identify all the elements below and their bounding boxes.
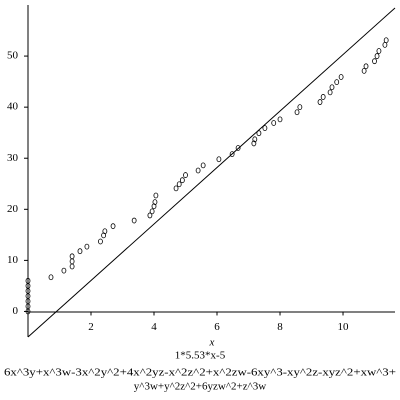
point bbox=[183, 172, 188, 178]
y-tick-label: 10 bbox=[7, 254, 19, 266]
point bbox=[294, 109, 300, 116]
point bbox=[102, 228, 108, 235]
point bbox=[361, 67, 367, 74]
point bbox=[376, 48, 382, 54]
point bbox=[251, 140, 257, 147]
point bbox=[195, 167, 201, 174]
point bbox=[69, 258, 75, 265]
point bbox=[69, 263, 75, 270]
y-tick-label: 20 bbox=[7, 203, 19, 215]
point bbox=[383, 37, 389, 44]
x-tick-label: 6 bbox=[214, 321, 220, 333]
x-tick-label: 10 bbox=[338, 321, 350, 333]
point bbox=[151, 203, 157, 210]
point bbox=[297, 104, 303, 111]
x-tick-label: 8 bbox=[277, 321, 283, 333]
point bbox=[317, 99, 323, 105]
point bbox=[69, 253, 75, 260]
caption: 6x^3y+x^3w-3x^2y^2+4x^2yz-x^2z^2+x^2zw-6… bbox=[4, 367, 396, 379]
point bbox=[363, 63, 369, 70]
point bbox=[271, 120, 277, 126]
point bbox=[147, 212, 153, 219]
point bbox=[176, 181, 182, 188]
point bbox=[235, 145, 241, 151]
x-tick-label: 2 bbox=[88, 321, 94, 333]
point bbox=[338, 74, 344, 80]
fit-line bbox=[27, 7, 396, 338]
point bbox=[84, 243, 90, 250]
point bbox=[77, 248, 83, 255]
point bbox=[334, 79, 340, 86]
point bbox=[277, 116, 283, 123]
point bbox=[262, 125, 268, 131]
point bbox=[256, 130, 262, 137]
point bbox=[216, 156, 222, 163]
point bbox=[131, 217, 137, 224]
point bbox=[149, 208, 155, 215]
point bbox=[320, 94, 326, 100]
point bbox=[48, 274, 54, 281]
y-tick-label: 30 bbox=[7, 152, 19, 164]
x-tick-label: 4 bbox=[151, 321, 157, 333]
y-tick-label: 0 bbox=[13, 305, 19, 317]
point bbox=[110, 223, 116, 230]
y-tick-label: 50 bbox=[7, 50, 19, 62]
point bbox=[152, 199, 158, 206]
point bbox=[329, 84, 335, 91]
point bbox=[98, 238, 103, 245]
x-axis-label: x bbox=[209, 337, 215, 349]
point bbox=[327, 89, 333, 96]
point bbox=[61, 267, 67, 274]
point bbox=[179, 177, 185, 184]
point bbox=[25, 277, 31, 284]
caption: y^3w+y^2z^2+6yzw^2+z^3w bbox=[134, 381, 266, 393]
point bbox=[374, 53, 380, 59]
point bbox=[200, 162, 206, 169]
caption: 1*5.53*x-5 bbox=[175, 350, 226, 362]
point bbox=[153, 192, 159, 199]
point bbox=[252, 136, 258, 143]
y-tick-label: 40 bbox=[7, 101, 19, 113]
point bbox=[229, 151, 235, 158]
point bbox=[173, 185, 179, 192]
point bbox=[372, 58, 377, 65]
